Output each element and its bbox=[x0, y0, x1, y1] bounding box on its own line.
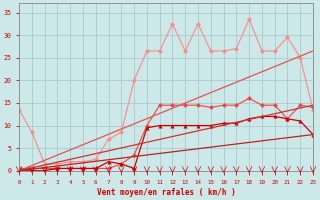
X-axis label: Vent moyen/en rafales ( km/h ): Vent moyen/en rafales ( km/h ) bbox=[97, 188, 236, 197]
